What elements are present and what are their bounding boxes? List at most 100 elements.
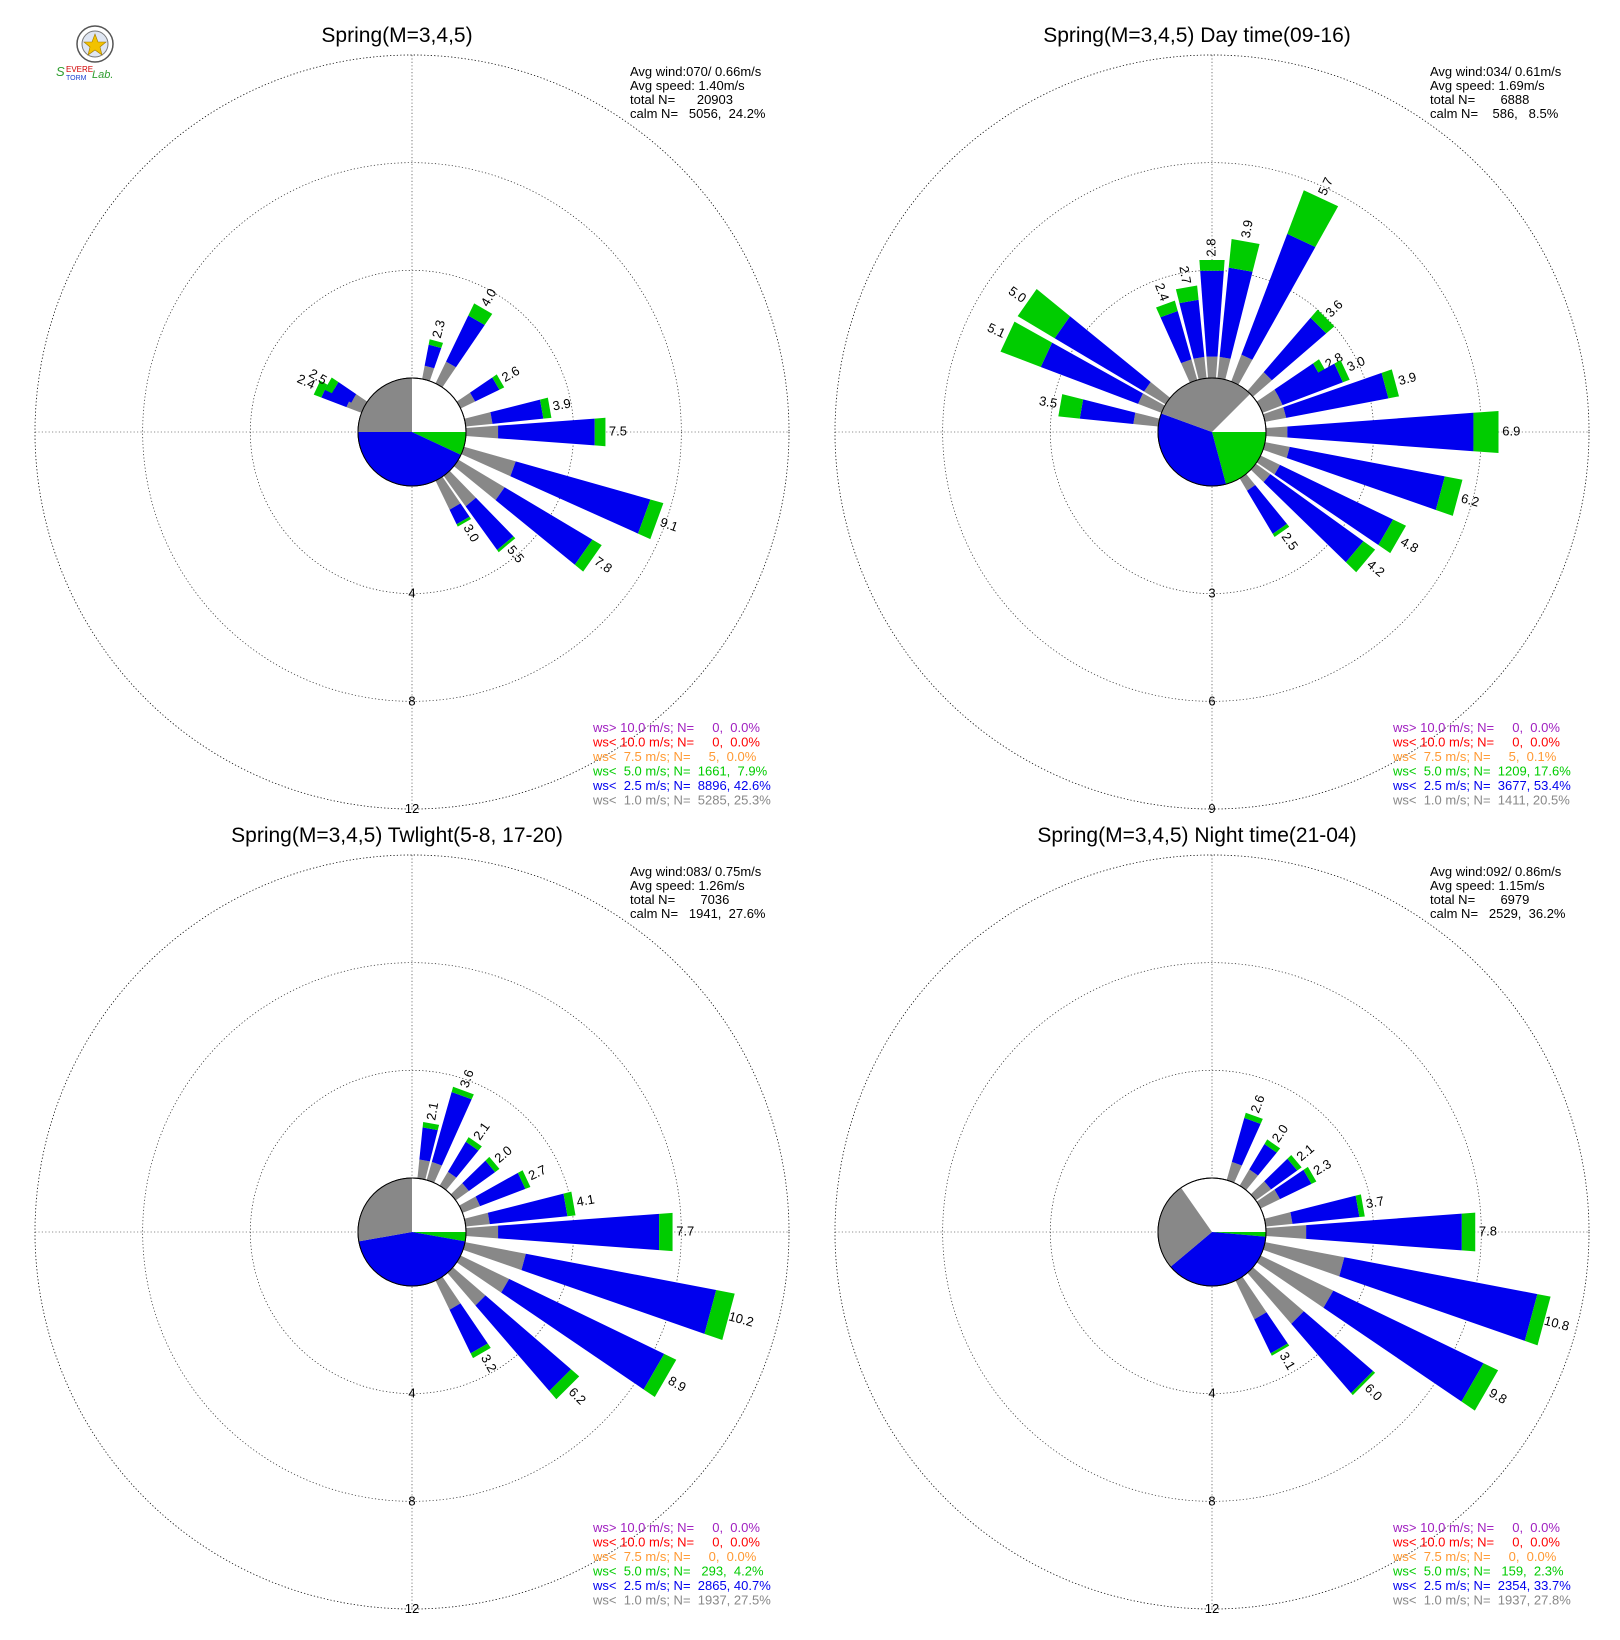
bar-segment-green: [1244, 1112, 1263, 1124]
bar-segment-green: [1381, 369, 1400, 399]
calm-slice: [412, 1232, 467, 1242]
calm-slice: [358, 1232, 466, 1287]
bar-label: 2.0: [1269, 1122, 1292, 1145]
legend-entry: ws< 7.5 m/s; N= 0, 0.0%: [1392, 1549, 1557, 1564]
wind-rose-3: 48122.13.62.12.02.74.17.710.28.96.23.2Sp…: [34, 824, 790, 1616]
bar-label: 2.3: [1311, 1156, 1334, 1178]
legend-entry: ws< 1.0 m/s; N= 1937, 27.8%: [1392, 1593, 1571, 1608]
bar-label: 2.4: [295, 371, 318, 392]
chart-title: Spring(M=3,4,5) Night time(21-04): [1037, 824, 1356, 847]
legend-entry: ws< 5.0 m/s; N= 159, 2.3%: [1392, 1564, 1564, 1579]
calm-slice: [358, 432, 461, 487]
calm-slice: [1158, 413, 1226, 486]
bar-label: 4.2: [1364, 557, 1387, 580]
legend-entry: ws< 7.5 m/s; N= 5, 0.0%: [592, 749, 757, 764]
bar-segment-gray: [1206, 356, 1218, 379]
bar-segment-gray: [422, 365, 435, 382]
bar-segment-gray: [1138, 393, 1165, 413]
bar-segment-green: [313, 380, 328, 398]
bar-segment-blue: [1290, 1195, 1360, 1224]
svg-text:EVERE: EVERE: [66, 65, 93, 74]
stats-line: calm N= 5056, 24.2%: [630, 106, 766, 121]
bar-segment-blue: [1274, 1169, 1312, 1200]
bar-segment-gray: [417, 1159, 430, 1180]
bar-label: 6.2: [566, 1384, 589, 1407]
bar-label: 3.0: [1345, 353, 1368, 374]
bar-label: 4.0: [477, 286, 499, 309]
bar-segment-green: [456, 516, 472, 527]
bar-segment-gray: [1239, 473, 1256, 491]
bar-segment-green: [1264, 1139, 1281, 1153]
bar-segment-green: [1351, 1371, 1376, 1396]
bar-label: 2.3: [429, 318, 448, 339]
ring-label: 9: [1208, 801, 1215, 816]
bar-label: 2.0: [491, 1143, 514, 1166]
legend-entry: ws< 7.5 m/s; N= 0, 0.0%: [592, 1549, 757, 1564]
bar-segment-gray: [1193, 356, 1207, 380]
bar-segment-gray: [1235, 1276, 1267, 1320]
bar-label: 9.1: [658, 514, 680, 534]
ring-label: 8: [1208, 1493, 1215, 1508]
bar-label: 5.7: [1315, 175, 1336, 198]
chart-title: Spring(M=3,4,5): [321, 24, 472, 47]
bar-label: 5.1: [985, 320, 1008, 341]
ring-label: 12: [405, 801, 419, 816]
bar-segment-gray: [1256, 389, 1281, 409]
bar-segment-blue: [1263, 317, 1327, 381]
bar-segment-blue: [1200, 270, 1224, 357]
calm-slice: [1212, 1232, 1266, 1237]
legend-entry: ws< 10.0 m/s; N= 0, 0.0%: [1392, 1535, 1560, 1550]
bar-label: 9.8: [1487, 1385, 1510, 1407]
bar-segment-gray: [426, 1161, 442, 1183]
legend-entry: ws< 5.0 m/s; N= 293, 4.2%: [592, 1564, 764, 1579]
stats-line: Avg wind:034/ 0.61m/s: [1430, 64, 1562, 79]
stats-line: total N= 6888: [1430, 92, 1529, 107]
bar-label: 2.6: [499, 363, 522, 385]
svg-text:Lab.: Lab.: [92, 69, 113, 81]
bar-segment-blue: [1247, 484, 1287, 534]
bar-segment-blue: [1241, 233, 1316, 360]
bar-segment-gray: [1262, 407, 1287, 422]
bar-segment-blue: [1283, 372, 1389, 418]
bar-segment-green: [1000, 321, 1053, 367]
bar-segment-green: [574, 539, 602, 572]
bar-segment-gray: [1181, 359, 1198, 383]
svg-text:TORM: TORM: [66, 75, 87, 82]
bar-segment-gray: [1265, 1225, 1307, 1239]
bar-label: 2.5: [1279, 530, 1302, 553]
bar-segment-blue: [498, 418, 595, 446]
bar-segment-green: [1287, 1154, 1302, 1171]
legend-entry: ws< 7.5 m/s; N= 5, 0.1%: [1392, 749, 1557, 764]
bar-segment-green: [468, 303, 493, 326]
ring-label: 4: [408, 586, 415, 601]
legend-entry: ws< 1.0 m/s; N= 1411, 20.5%: [1392, 793, 1570, 808]
calm-slice: [1212, 432, 1266, 485]
bar-label: 3.5: [1038, 393, 1058, 411]
bar-segment-blue: [521, 1253, 717, 1334]
legend-entry: ws< 2.5 m/s; N= 2865, 40.7%: [592, 1578, 771, 1593]
bar-segment-green: [1435, 476, 1463, 516]
calm-slice: [1212, 378, 1251, 432]
bar-segment-green: [1175, 285, 1199, 304]
bar-segment-blue: [431, 1091, 472, 1166]
bar-segment-blue: [495, 487, 593, 565]
bar-segment-gray: [1217, 356, 1231, 380]
bar-segment-green: [1310, 309, 1335, 334]
bar-segment-gray: [1250, 1181, 1272, 1201]
bar-label: 5.5: [504, 542, 527, 565]
bar-segment-green: [465, 1137, 482, 1151]
bar-segment-green: [1473, 410, 1499, 454]
legend-entry: ws< 5.0 m/s; N= 1661, 7.9%: [592, 764, 768, 779]
bar-segment-green: [540, 397, 552, 419]
bar-label: 3.9: [1238, 219, 1256, 239]
bar-label: 4.1: [575, 1191, 595, 1209]
bar-label: 2.8: [1203, 239, 1218, 257]
bar-segment-green: [1017, 288, 1071, 339]
bar-label: 2.1: [423, 1101, 441, 1121]
bar-segment-gray: [456, 392, 476, 409]
bar-segment-gray: [462, 1242, 526, 1271]
bar-segment-gray: [439, 1171, 457, 1191]
bar-segment-green: [497, 536, 516, 553]
